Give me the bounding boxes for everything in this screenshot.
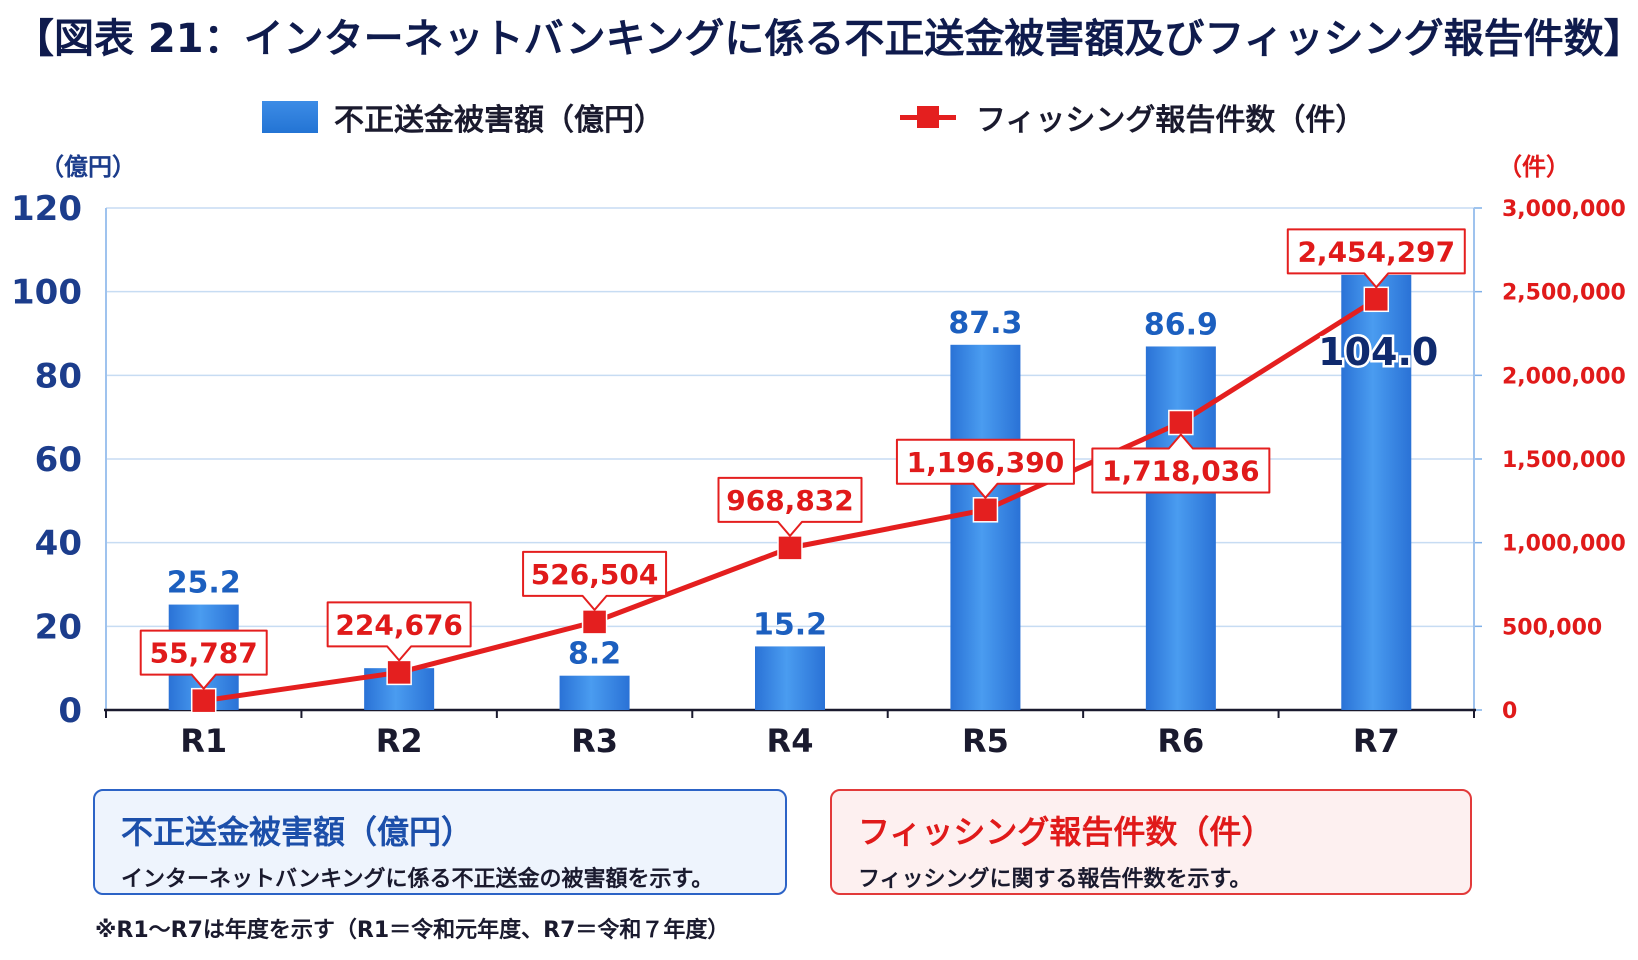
footnote: ※R1～R7は年度を示す（R1＝令和元年度、R7＝令和７年度） (95, 918, 730, 943)
left-tick-label: 0 (58, 691, 82, 731)
right-tick-label: 1,000,000 (1502, 532, 1626, 557)
line-value-label: 526,504 (531, 558, 659, 591)
bar-R5 (950, 344, 1021, 710)
line-value-callout: 1,196,390 (895, 438, 1075, 499)
callout-box (139, 629, 268, 690)
line-value-callout: 1,718,036 (1091, 433, 1271, 494)
bar-value-label: 86.9 (1144, 307, 1218, 342)
right-tick-label: 3,000,000 (1502, 197, 1626, 222)
bar-value-label: 104.0 (1318, 330, 1438, 374)
phishing-box-desc: フィッシングに関する報告件数を示す。 (858, 867, 1252, 892)
line-value-label: 1,196,390 (907, 446, 1065, 479)
left-tick-label: 100 (11, 273, 82, 313)
bar-value-label: 15.2 (753, 607, 827, 642)
left-tick-label: 60 (35, 440, 82, 480)
left-tick-label: 120 (11, 189, 82, 229)
x-tick-label: R2 (376, 722, 423, 760)
right-tick-label: 1,500,000 (1502, 448, 1626, 473)
left-axis-unit: （億円） (40, 153, 136, 181)
line-value-callout: 526,504 (522, 550, 668, 611)
line-marker-R2 (386, 659, 412, 686)
chart-title: 【図表 21：インターネットバンキングに係る不正送金被害額及びフィッシング報告件… (14, 16, 1638, 62)
line-value-callout: 224,676 (326, 601, 472, 662)
callout-box (1286, 228, 1466, 289)
callout-box (326, 601, 472, 662)
x-tick-label: R4 (767, 722, 814, 760)
x-tick-label: R6 (1157, 722, 1204, 760)
left-tick-label: 80 (35, 356, 82, 396)
right-tick-label: 2,500,000 (1502, 281, 1626, 306)
line-value-callout: 2,454,297 (1286, 228, 1466, 289)
bar-R7 (1341, 274, 1412, 710)
legend-item-damage: 不正送金被害額（億円） (262, 94, 664, 140)
x-tick-label: R7 (1353, 722, 1400, 760)
legend-line-label: フィッシング報告件数（件） (976, 103, 1366, 138)
line-value-label: 2,454,297 (1297, 235, 1455, 268)
line-marker-R3 (581, 609, 608, 635)
line-value-label: 224,676 (335, 608, 463, 641)
line-value-label: 55,787 (150, 637, 258, 670)
description-box-damage: 不正送金被害額（億円） インターネットバンキングに係る不正送金の被害額を示す。 (93, 789, 787, 895)
bar-R6 (1145, 346, 1216, 710)
line-value-label: 1,718,036 (1102, 455, 1260, 488)
callout-box (1091, 433, 1271, 494)
left-tick-label: 20 (35, 607, 82, 647)
legend-item-phishing: フィッシング報告件数（件） (900, 94, 1365, 140)
bar-value-label: 87.3 (948, 306, 1022, 341)
right-tick-label: 500,000 (1502, 615, 1602, 640)
line-marker-R4 (777, 535, 803, 561)
description-box-phishing: フィッシング報告件数（件） フィッシングに関する報告件数を示す。 (830, 789, 1472, 895)
damage-box-title: 不正送金被害額（億円） (121, 813, 474, 851)
bar-R4 (755, 646, 825, 710)
callout-box (895, 438, 1075, 499)
right-tick-label: 0 (1502, 699, 1517, 724)
x-tick-label: R1 (180, 722, 227, 760)
bar-R3 (559, 675, 630, 710)
legend-bar-swatch (262, 101, 318, 133)
callout-box (522, 550, 668, 611)
line-value-callout: 968,832 (717, 476, 863, 537)
bar-value-label: 8.2 (568, 637, 621, 672)
combo-chart: 0 20 40 60 80 100 120 0 500,000 1,000,000 1,500,00… (11, 153, 1626, 760)
left-tick-label: 40 (35, 524, 82, 564)
legend-line-swatch (900, 101, 956, 133)
right-axis-unit: （件） (1498, 153, 1570, 181)
line-marker-R7 (1363, 286, 1390, 313)
line-marker-R6 (1168, 409, 1194, 436)
legend-bar-label: 不正送金被害額（億円） (334, 103, 664, 138)
right-tick-label: 2,000,000 (1502, 364, 1626, 389)
line-value-label: 968,832 (726, 484, 854, 517)
bar-value-label: 25.2 (167, 566, 241, 601)
x-tick-label: R5 (962, 722, 1009, 760)
line-marker-R5 (972, 497, 999, 523)
phishing-box-title: フィッシング報告件数（件） (858, 813, 1274, 851)
callout-box (717, 476, 863, 537)
line-marker-R1 (190, 687, 217, 714)
line-value-callout: 55,787 (139, 629, 268, 690)
x-tick-label: R3 (571, 722, 618, 760)
damage-box-desc: インターネットバンキングに係る不正送金の被害額を示す。 (121, 867, 714, 892)
